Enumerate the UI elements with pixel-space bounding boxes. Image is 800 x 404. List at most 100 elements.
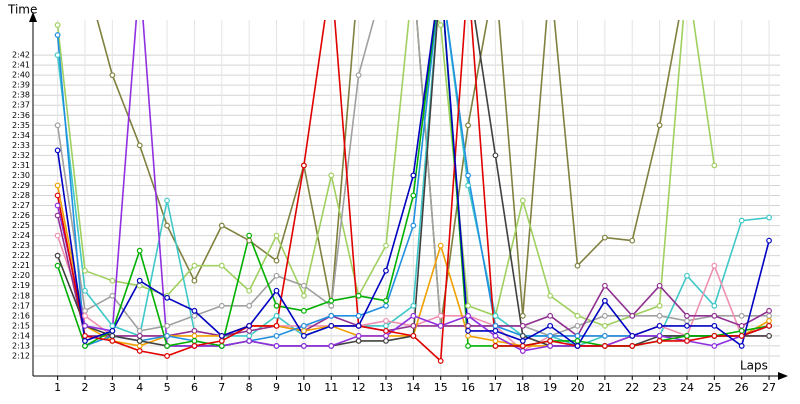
point	[766, 237, 772, 244]
point	[519, 197, 526, 204]
point	[54, 22, 61, 28]
point	[54, 232, 61, 239]
point	[246, 332, 253, 339]
x-tick-label: 13	[379, 381, 393, 394]
point	[437, 322, 444, 329]
point	[54, 212, 61, 219]
point	[109, 332, 116, 339]
x-tick-label: 16	[461, 381, 475, 394]
point	[82, 338, 88, 344]
point	[601, 282, 608, 289]
point	[191, 332, 198, 339]
point	[191, 307, 198, 314]
point	[738, 217, 745, 224]
point	[547, 312, 554, 319]
point	[355, 338, 362, 344]
point	[82, 343, 88, 349]
point	[54, 32, 61, 38]
point	[601, 297, 608, 304]
point	[383, 327, 389, 334]
point	[766, 332, 772, 339]
point	[383, 332, 389, 339]
point	[191, 262, 198, 269]
y-tick-label: 2:27	[12, 201, 30, 210]
point	[82, 307, 88, 314]
point	[300, 343, 307, 349]
point	[54, 122, 61, 129]
point	[164, 294, 170, 301]
point	[383, 267, 389, 274]
point	[273, 272, 280, 279]
y-tick-label: 2:38	[12, 91, 30, 100]
point	[54, 192, 61, 199]
point	[136, 327, 143, 334]
point	[574, 338, 581, 344]
x-axis-title: Laps	[740, 359, 768, 373]
point	[300, 292, 307, 299]
x-tick-label: 19	[543, 381, 557, 394]
point	[519, 338, 526, 344]
point	[355, 72, 362, 79]
y-tick-label: 2:30	[12, 171, 30, 180]
point	[410, 312, 417, 319]
point	[547, 338, 554, 344]
point	[164, 197, 170, 204]
point	[109, 277, 116, 284]
y-tick-label: 2:14	[12, 331, 30, 340]
point	[656, 312, 663, 319]
point	[109, 322, 116, 329]
point	[191, 312, 198, 319]
y-tick-label: 2:24	[12, 231, 30, 240]
y-tick-label: 2:31	[12, 161, 30, 170]
point	[109, 338, 116, 344]
point	[355, 292, 362, 299]
point	[136, 338, 143, 344]
point	[465, 343, 471, 349]
x-tick-label: 9	[273, 381, 280, 394]
point	[164, 353, 170, 359]
point	[410, 172, 417, 179]
point	[629, 312, 636, 319]
point	[136, 142, 143, 149]
point	[136, 247, 143, 254]
x-tick-label: 25	[707, 381, 721, 394]
point	[766, 307, 772, 314]
x-tick-label: 3	[109, 381, 116, 394]
y-tick-label: 2:18	[12, 291, 30, 300]
y-tick-label: 2:21	[12, 261, 30, 270]
series-line	[56, 20, 770, 337]
x-tick-label: 14	[406, 381, 420, 394]
y-axis-title: Time	[7, 3, 37, 17]
point	[273, 257, 280, 264]
x-tick-label: 10	[297, 381, 311, 394]
point	[410, 332, 417, 339]
point	[629, 332, 636, 339]
point	[492, 343, 499, 349]
y-tick-label: 2:34	[12, 131, 30, 140]
x-tick-label: 11	[324, 381, 338, 394]
point	[519, 343, 526, 349]
point	[54, 147, 61, 154]
x-tick-label: 26	[735, 381, 749, 394]
point	[191, 327, 198, 334]
point	[246, 232, 253, 239]
point	[109, 327, 116, 334]
point	[164, 343, 170, 349]
point	[437, 242, 444, 249]
point	[54, 252, 61, 259]
y-tick-label: 2:29	[12, 181, 30, 190]
point	[766, 317, 772, 324]
point	[684, 338, 690, 344]
x-tick-label: 1	[54, 381, 61, 394]
point	[766, 322, 772, 329]
point	[273, 232, 280, 239]
x-tick-label: 2	[81, 381, 88, 394]
point	[300, 282, 307, 289]
point	[328, 322, 335, 329]
point	[218, 338, 225, 344]
point	[300, 307, 307, 314]
point	[246, 302, 253, 309]
y-tick-label: 2:17	[12, 301, 30, 310]
y-tick-label: 2:33	[12, 141, 30, 150]
point	[300, 322, 307, 329]
